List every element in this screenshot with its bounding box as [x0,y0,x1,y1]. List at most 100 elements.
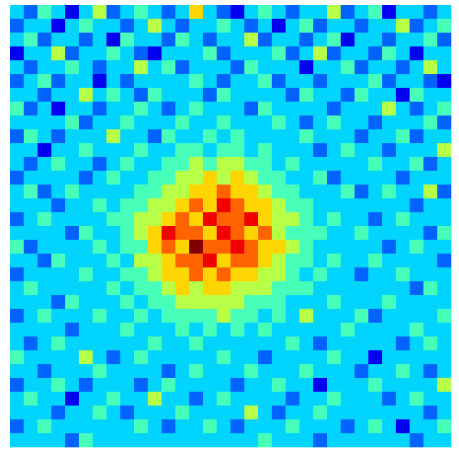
cell [327,295,341,309]
cell [175,74,189,88]
cell [38,240,52,254]
cell [355,406,369,420]
cell [189,88,203,102]
cell [258,185,272,199]
cell [51,129,65,143]
cell [244,323,258,337]
cell [38,406,52,420]
cell [148,267,162,281]
cell [410,281,424,295]
cell [10,433,24,447]
cell [65,392,79,406]
cell [106,419,120,433]
cell [286,212,300,226]
cell [10,171,24,185]
cell [258,33,272,47]
cell [189,364,203,378]
cell [24,226,38,240]
cell [410,392,424,406]
cell [51,267,65,281]
cell [148,406,162,420]
cell [120,295,134,309]
cell [217,88,231,102]
cell [327,19,341,33]
cell [396,198,410,212]
cell [65,33,79,47]
cell [106,378,120,392]
cell [396,33,410,47]
cell [93,392,107,406]
cell [134,433,148,447]
cell [120,143,134,157]
cell [244,392,258,406]
cell [162,267,176,281]
cell [79,240,93,254]
cell [231,116,245,130]
cell [51,392,65,406]
cell [134,419,148,433]
cell [65,185,79,199]
cell [189,129,203,143]
cell [437,212,451,226]
cell [437,295,451,309]
cell [10,5,24,19]
cell [10,46,24,60]
cell [368,295,382,309]
cell [327,226,341,240]
cell [423,281,437,295]
cell [313,226,327,240]
cell [24,267,38,281]
cell [24,88,38,102]
cell [396,143,410,157]
cell [382,295,396,309]
cell [231,337,245,351]
cell [368,60,382,74]
cell [382,281,396,295]
cell [203,309,217,323]
cell [10,406,24,420]
cell [203,295,217,309]
cell [120,309,134,323]
cell [79,295,93,309]
cell [148,309,162,323]
cell [355,157,369,171]
cell [65,323,79,337]
cell [382,74,396,88]
cell [382,419,396,433]
cell [410,295,424,309]
cell [244,157,258,171]
cell [189,226,203,240]
cell [341,129,355,143]
cell [244,74,258,88]
cell [65,198,79,212]
cell [148,143,162,157]
cell [382,185,396,199]
cell [327,116,341,130]
cell [93,143,107,157]
cell [286,143,300,157]
cell [313,267,327,281]
cell [162,88,176,102]
cell [175,254,189,268]
cell [286,419,300,433]
cell [106,46,120,60]
cell [231,323,245,337]
cell [10,281,24,295]
cell [272,129,286,143]
cell [341,337,355,351]
cell [327,74,341,88]
cell [134,295,148,309]
cell [203,157,217,171]
cell [258,392,272,406]
cell [423,33,437,47]
cell [396,157,410,171]
cell [327,392,341,406]
cell [134,143,148,157]
cell [437,129,451,143]
cell [134,323,148,337]
cell [106,350,120,364]
cell [258,406,272,420]
cell [217,350,231,364]
cell [299,116,313,130]
cell [286,198,300,212]
